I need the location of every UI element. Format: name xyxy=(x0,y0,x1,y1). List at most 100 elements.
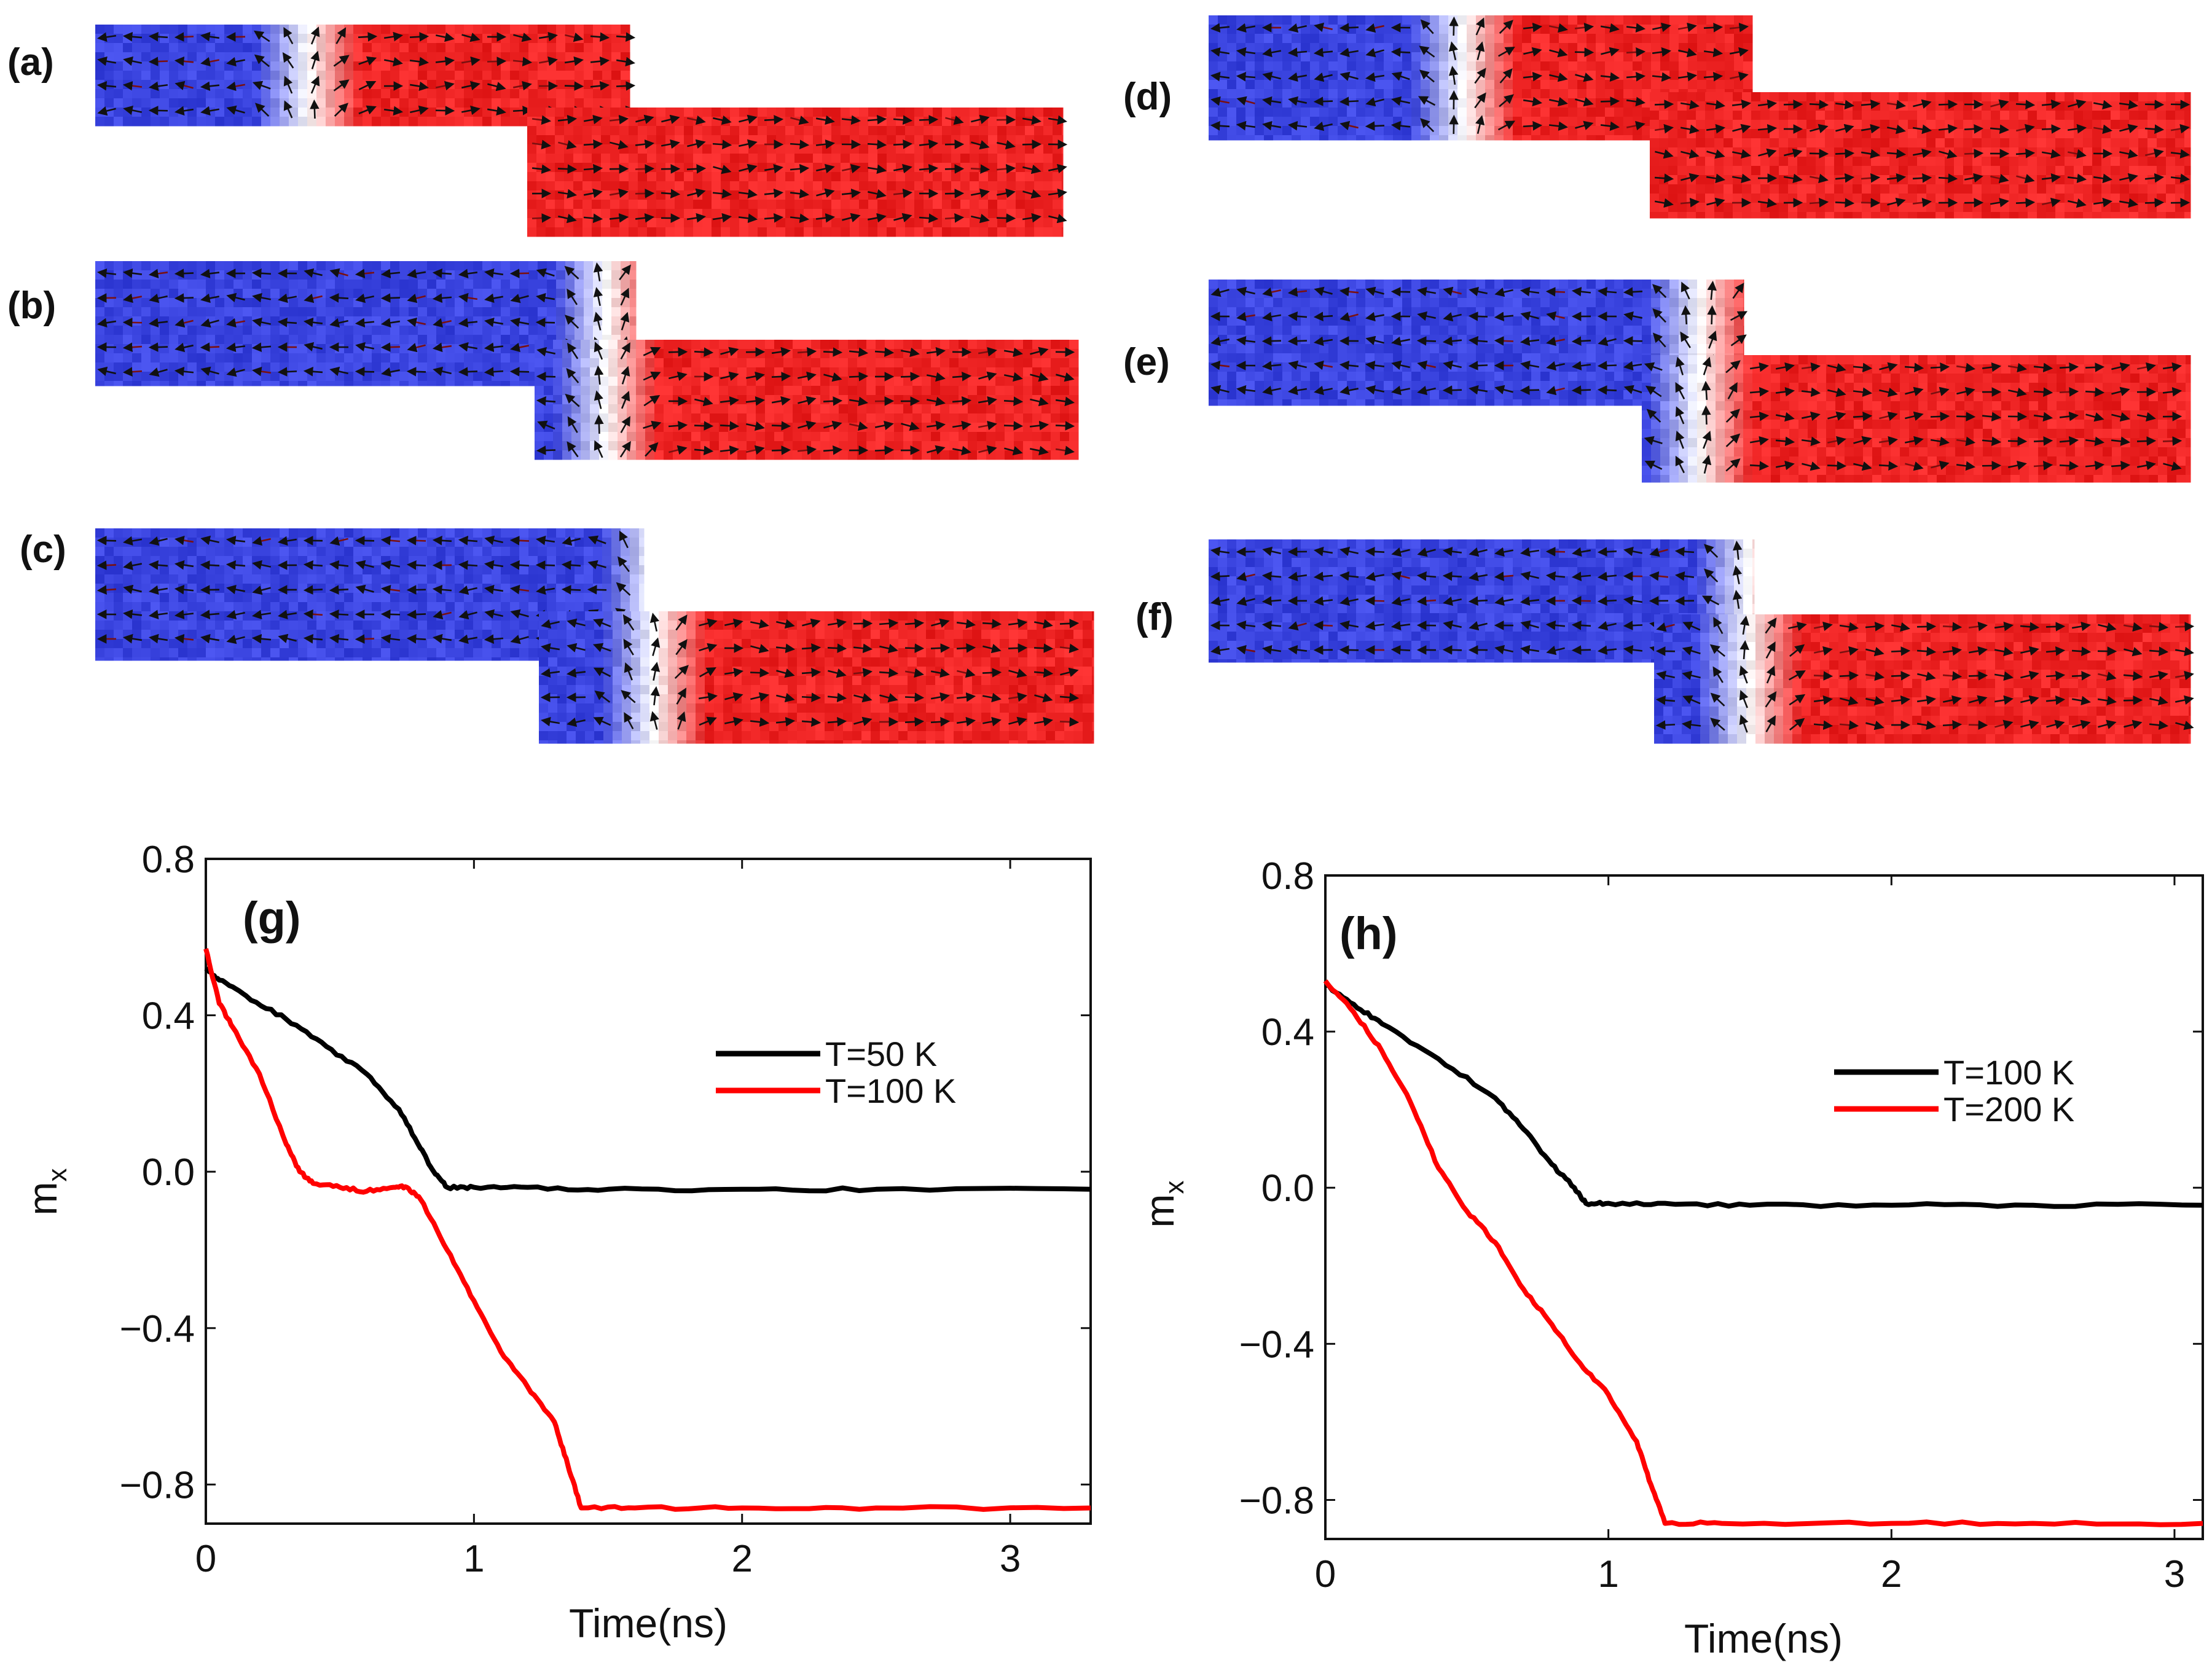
spin-cell xyxy=(123,335,133,345)
spin-cell xyxy=(1062,144,1064,154)
spin-cell xyxy=(298,621,308,630)
spin-cell xyxy=(719,450,729,460)
spin-cell xyxy=(390,639,400,649)
spin-cell xyxy=(850,227,860,237)
spin-arrow xyxy=(621,366,630,385)
spin-cell xyxy=(673,432,683,442)
spin-cell xyxy=(877,163,887,173)
spin-cell xyxy=(1032,358,1042,368)
spin-cell xyxy=(839,413,849,423)
spin-cell xyxy=(344,353,354,363)
spin-cell xyxy=(825,611,834,621)
spin-cell xyxy=(510,657,520,661)
spin-cell xyxy=(215,298,225,308)
spin-cell xyxy=(519,611,529,621)
spin-cell xyxy=(933,154,943,163)
spin-cell xyxy=(261,43,271,53)
spin-cell xyxy=(363,611,372,621)
spin-cell xyxy=(270,316,280,326)
spin-cell xyxy=(565,89,575,99)
spin-cell xyxy=(298,538,308,547)
spin-cell xyxy=(104,25,114,34)
spin-cell xyxy=(335,528,345,538)
spin-cell xyxy=(1051,340,1061,350)
spin-cell xyxy=(123,270,133,280)
spin-cell xyxy=(645,441,655,451)
spin-cell xyxy=(233,639,243,649)
spin-cell xyxy=(684,144,694,154)
spin-cell xyxy=(427,630,437,640)
spin-cell xyxy=(815,611,825,621)
spin-arrow xyxy=(380,268,401,279)
spin-cell xyxy=(335,593,345,603)
spin-cell xyxy=(700,358,710,368)
spin-cell xyxy=(822,126,832,136)
spin-cell xyxy=(896,227,906,237)
spin-cell xyxy=(686,713,696,722)
spin-cell xyxy=(841,108,850,117)
spin-cell xyxy=(677,611,687,621)
spin-cell xyxy=(95,71,105,80)
spin-cell xyxy=(839,358,849,368)
spin-cell xyxy=(806,685,816,695)
spin-cell xyxy=(1062,200,1064,209)
spin-cell xyxy=(141,639,151,649)
spin-cell xyxy=(737,395,747,405)
spin-cell xyxy=(390,556,400,566)
spin-cell xyxy=(1069,386,1079,396)
spin-cell xyxy=(316,43,326,53)
spin-cell xyxy=(758,172,767,182)
spin-cell xyxy=(270,556,280,566)
spin-cell xyxy=(270,362,280,372)
spin-cell xyxy=(482,43,492,53)
spin-cell xyxy=(298,648,308,658)
spin-cell xyxy=(622,630,632,640)
spin-cell xyxy=(1051,395,1061,405)
spin-arrow xyxy=(303,560,323,570)
spin-cell xyxy=(602,43,612,53)
spin-cell xyxy=(501,657,511,661)
spin-cell xyxy=(590,413,600,423)
spin-cell xyxy=(197,80,206,90)
spin-arrow xyxy=(815,139,836,149)
spin-cell xyxy=(547,556,557,566)
spin-cell xyxy=(544,404,554,414)
spin-cell xyxy=(206,593,216,603)
spin-cell xyxy=(372,71,382,80)
spin-cell xyxy=(381,565,391,575)
spin-cell xyxy=(608,423,618,433)
spin-arrow xyxy=(226,535,246,546)
spin-cell xyxy=(705,648,715,658)
spin-cell xyxy=(565,261,575,271)
spin-cell xyxy=(820,413,830,423)
spin-cell xyxy=(270,307,280,317)
spin-cell xyxy=(611,270,621,280)
spin-cell xyxy=(960,227,970,237)
spin-cell xyxy=(565,584,575,593)
spin-cell xyxy=(243,353,253,363)
spin-cell xyxy=(519,372,529,382)
spin-cell xyxy=(353,648,363,658)
spin-cell xyxy=(372,270,382,280)
spin-cell xyxy=(806,722,816,732)
spin-cell xyxy=(215,307,225,317)
spin-cell xyxy=(539,676,549,686)
spin-cell xyxy=(582,135,592,145)
spin-cell xyxy=(686,703,696,713)
spin-cell xyxy=(576,630,586,640)
spin-cell xyxy=(903,441,913,451)
spin-cell xyxy=(576,685,586,695)
spin-cell xyxy=(464,547,474,557)
spin-cell xyxy=(418,547,428,557)
spin-cell xyxy=(608,395,618,405)
spin-cell xyxy=(627,349,637,359)
spin-cell xyxy=(636,377,646,386)
spin-arrow xyxy=(432,293,452,303)
spin-cell xyxy=(1069,349,1079,359)
spin-arrow xyxy=(926,420,946,431)
spin-cell xyxy=(510,362,520,372)
spin-cell xyxy=(132,381,142,386)
spin-arrow xyxy=(841,115,861,125)
spin-cell xyxy=(820,377,830,386)
spin-cell xyxy=(353,657,363,661)
